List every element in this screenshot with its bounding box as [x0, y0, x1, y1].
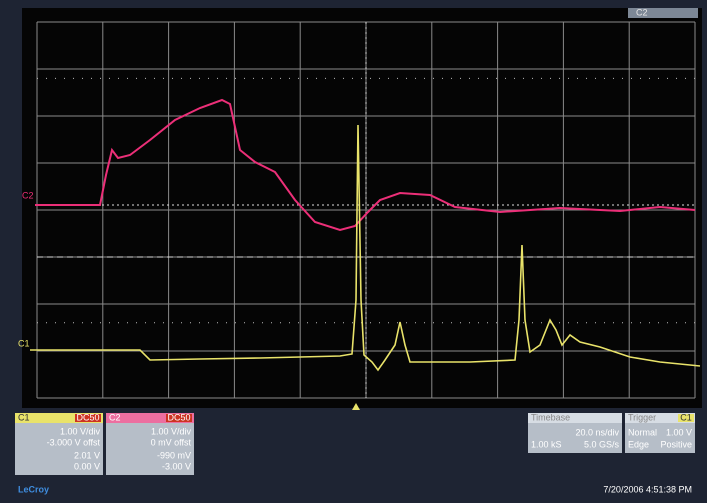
c1-scale: 1.00 V/div — [60, 426, 101, 436]
timebase-header — [528, 413, 622, 423]
top-label: C2 — [636, 7, 648, 17]
c1-header — [15, 413, 103, 423]
setup-tab — [628, 8, 698, 18]
c2-scale: 1.00 V/div — [151, 426, 192, 436]
c2-offset: 0 mV offst — [151, 437, 192, 447]
trigger-source-bg — [678, 414, 694, 422]
brand: LeCroy — [18, 484, 49, 494]
c1-marker: C1 — [18, 338, 30, 348]
c2-coupling-bg — [166, 414, 192, 422]
c2-trace — [35, 98, 696, 232]
c1-coupling-bg — [75, 414, 101, 422]
timebase-rate: 5.0 GS/s — [584, 439, 620, 449]
c2-panel — [106, 413, 194, 475]
c2-header — [106, 413, 194, 423]
c2-coupling: DC50 — [167, 412, 190, 422]
trigger-marker — [352, 403, 360, 410]
c2-meas1: -990 mV — [157, 450, 191, 460]
c2-marker: C2 — [22, 190, 34, 200]
trigger-mode: Normal — [628, 427, 657, 437]
c1-offset: -3.000 V offst — [47, 437, 101, 447]
timebase-samples: 1.00 kS — [531, 439, 562, 449]
c1-meas1: 2.01 V — [74, 450, 100, 460]
trigger-slope: Positive — [660, 439, 692, 449]
trigger-header — [625, 413, 695, 423]
trigger-level: 1.00 V — [666, 427, 692, 437]
c1-coupling: DC50 — [76, 412, 99, 422]
c1-meas2: 0.00 V — [74, 461, 100, 471]
trigger-type: Edge — [628, 439, 649, 449]
trigger-title: Trigger — [628, 412, 656, 422]
c1-trace — [30, 124, 701, 372]
timebase-title: Timebase — [531, 412, 570, 422]
c1-name: C1 — [18, 412, 30, 422]
c1-panel — [15, 413, 103, 475]
timebase-scale: 20.0 ns/div — [575, 427, 619, 437]
c2-meas2: -3.00 V — [162, 461, 191, 471]
screen — [22, 8, 702, 408]
c2-name: C2 — [109, 412, 121, 422]
trigger-source: C1 — [680, 412, 692, 422]
timestamp: 7/20/2006 4:51:38 PM — [603, 484, 692, 494]
